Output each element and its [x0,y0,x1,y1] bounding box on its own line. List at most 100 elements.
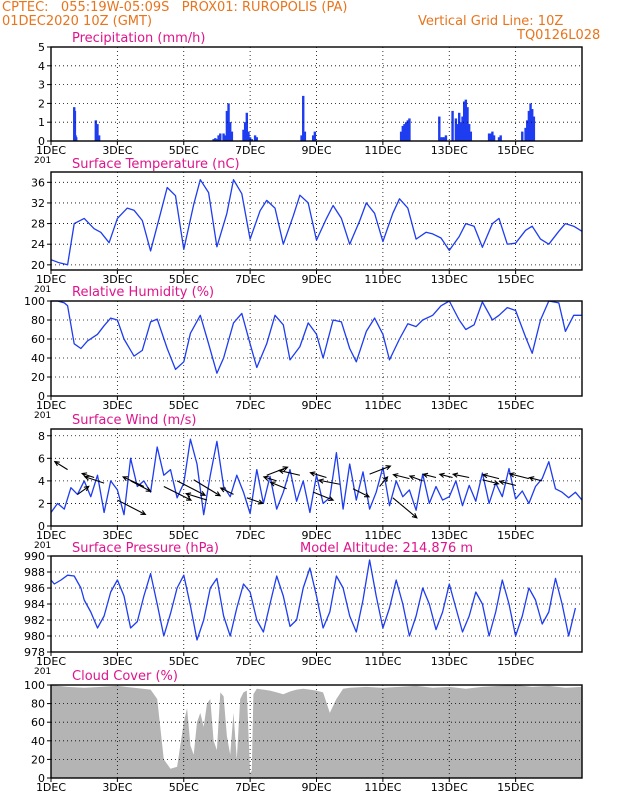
wind-vector [163,486,193,501]
x-axis-year-note: 201 [34,541,51,551]
panel-title: Surface Temperature (nC) [72,157,240,172]
header-date: 01DEC2020 10Z (GMT) [2,14,153,29]
precip-bar [531,109,534,141]
precip-bar [524,127,527,141]
header-station: CPTEC: 055:19W-05:09S PROX01: RUROPOLIS … [2,0,348,15]
precip-bar [404,122,408,141]
precip-bar [491,131,494,141]
x-tick-label: 1DEC [36,273,66,286]
x-tick-label: 3DEC [102,399,132,412]
x-tick-label: 13DEC [431,144,468,157]
precip-bar [399,131,403,141]
y-tick-label: 8 [38,430,45,443]
panel-title: Surface Wind (m/s) [72,413,196,428]
series-line [50,438,583,516]
x-tick-label: 9DEC [301,144,331,157]
precip-bar [401,125,404,141]
precip-bar [214,138,217,141]
x-tick-label: 15DEC [497,529,534,542]
x-tick-label: 13DEC [431,781,468,794]
x-tick-label: 1DEC [36,781,66,794]
y-tick-label: 28 [31,218,45,231]
wind-vector [408,475,423,482]
panel-title: Precipitation (mm/h) [72,31,205,46]
x-tick-label: 3DEC [102,273,132,286]
y-tick-label: 100 [24,679,45,692]
x-axis-year-note: 201 [34,667,51,677]
wind-vector [352,488,371,498]
precip-bar [521,131,524,141]
y-tick-label: 6 [38,452,45,465]
x-tick-label: 5DEC [169,144,199,157]
precip-bar [443,137,446,141]
y-tick-label: 40 [31,735,45,748]
x-tick-label: 11DEC [364,781,401,794]
x-tick-label: 11DEC [364,529,401,542]
wind-vector [508,472,530,480]
x-tick-label: 3DEC [102,655,132,668]
precip-bar [466,107,469,141]
wind-vector [246,497,264,505]
x-tick-label: 15DEC [497,655,534,668]
y-tick-label: 80 [31,698,45,711]
precip-bar [499,135,502,141]
precip-bar [438,116,441,141]
y-tick-label: 20 [31,371,45,384]
y-tick-label: 988 [24,566,45,579]
x-tick-label: 13DEC [431,529,468,542]
header-grid-note: Vertical Grid Line: 10Z [418,14,564,29]
panel-6: 0 20 40 60 80 100 1DEC 3DEC 5DEC 7DEC 9DEC 11DEC 13D… [24,669,583,794]
x-tick-label: 3DEC [102,529,132,542]
x-tick-label: 9DEC [301,781,331,794]
x-axis-year-note: 201 [34,285,51,295]
precip-bar [441,137,444,141]
precip-bar [229,122,232,141]
x-tick-label: 1DEC [36,144,66,157]
y-tick-label: 100 [24,295,45,308]
series-line [50,559,577,641]
y-tick-label: 0 [38,135,45,148]
precip-bar [215,139,219,141]
wind-vector [53,460,68,471]
wind-vector [317,478,340,485]
cloud-cover-area [51,685,582,778]
x-tick-label: 15DEC [497,781,534,794]
y-tick-label: 986 [24,582,45,595]
precip-bar [253,135,257,141]
wind-vector [130,480,152,492]
x-tick-label: 7DEC [235,655,265,668]
precip-bar [458,112,461,141]
wind-vector [369,465,392,475]
precip-bar [302,95,305,141]
y-tick-label: 20 [31,753,45,766]
precip-bar [408,118,411,141]
wind-vector [121,476,145,488]
wind-vector [83,475,105,484]
x-tick-label: 7DEC [235,399,265,412]
x-tick-label: 9DEC [301,529,331,542]
precip-bar [212,139,215,141]
precip-bar [527,110,531,141]
x-tick-label: 1DEC [36,529,66,542]
precip-bar [456,124,459,141]
precip-bar [219,133,222,141]
precip-bar [217,135,220,141]
y-tick-label: 80 [31,314,45,327]
precip-bar [444,135,448,141]
precip-bar [75,137,78,141]
panel-title: Relative Humidity (%) [72,285,214,300]
x-tick-label: 15DEC [497,273,534,286]
panel-frame [50,46,583,142]
y-tick-label: 978 [24,646,45,659]
precip-bar [406,120,409,141]
wind-vector [269,481,287,490]
wind-vector [498,479,516,486]
wind-vector [309,471,327,479]
precip-bar [247,131,250,141]
x-tick-label: 5DEC [169,529,199,542]
precip-bar [469,131,473,141]
precip-bar [222,133,225,141]
precip-bar [403,124,406,141]
y-tick-label: 1 [38,116,45,129]
wind-vector [219,487,234,495]
